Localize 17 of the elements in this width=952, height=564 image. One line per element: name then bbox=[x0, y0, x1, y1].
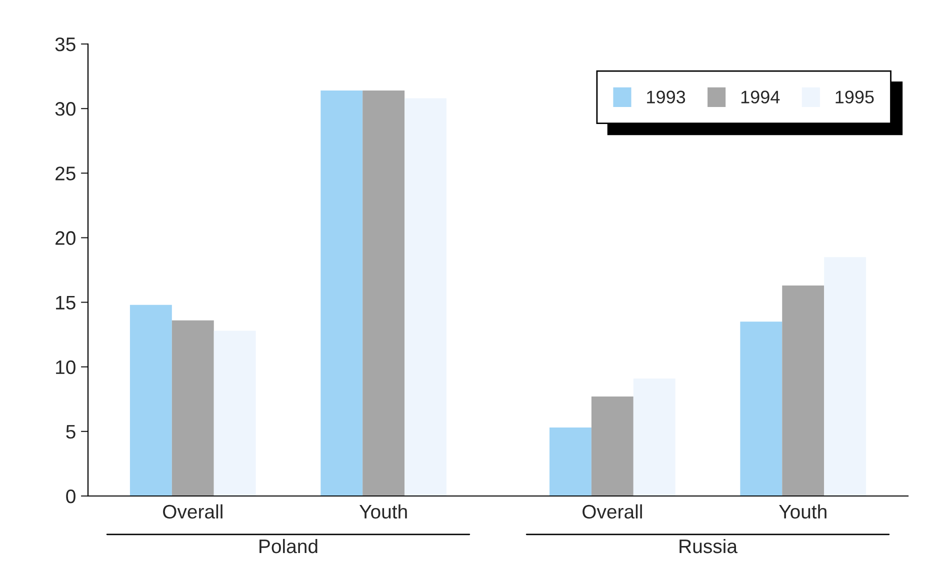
text: Poland bbox=[260, 538, 318, 554]
y-tick-label: 35 bbox=[55, 37, 76, 52]
y-tick-label: 0 bbox=[66, 489, 76, 504]
x-tick-label: Overall bbox=[582, 504, 642, 519]
x-tick-label: Overall bbox=[163, 504, 222, 519]
y-tick-label: 10 bbox=[56, 360, 76, 374]
x-tick-label: Youth bbox=[779, 504, 826, 519]
y-tick-label: 30 bbox=[55, 102, 76, 116]
y-tick-label: 5 bbox=[66, 425, 76, 439]
legend-label: 1995 bbox=[836, 90, 874, 104]
x-tick-label: Youth bbox=[359, 504, 407, 519]
y-tick-label: 20 bbox=[56, 231, 76, 245]
legend-label: 1994 bbox=[741, 90, 780, 104]
legend-label: 1993 bbox=[647, 90, 686, 104]
y-tick-label: 15 bbox=[56, 296, 76, 310]
text: Russia bbox=[680, 538, 738, 554]
y-tick-label: 25 bbox=[56, 166, 76, 180]
